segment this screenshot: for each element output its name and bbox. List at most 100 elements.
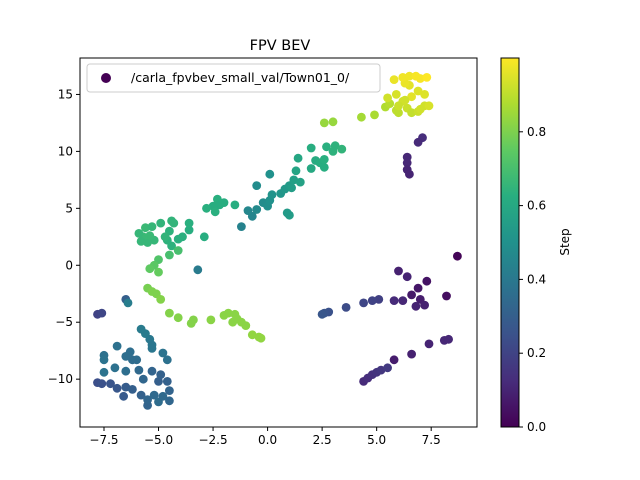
data-point bbox=[402, 272, 412, 282]
x-tick-label: 5.0 bbox=[367, 433, 386, 447]
data-point bbox=[147, 222, 157, 232]
data-point bbox=[444, 334, 453, 344]
data-point bbox=[143, 395, 153, 405]
data-point bbox=[145, 231, 155, 241]
data-point bbox=[376, 365, 386, 375]
data-point bbox=[420, 300, 429, 310]
colorbar: 0.0 0.2 0.4 0.6 0.8 Step bbox=[500, 57, 572, 434]
data-point bbox=[112, 341, 122, 351]
data-point bbox=[160, 232, 170, 242]
data-point bbox=[123, 298, 133, 308]
data-point bbox=[391, 90, 401, 99]
data-point bbox=[125, 347, 135, 357]
data-point bbox=[407, 108, 416, 118]
data-point bbox=[319, 118, 329, 128]
data-point bbox=[319, 162, 329, 172]
data-point bbox=[402, 158, 412, 168]
data-point bbox=[453, 251, 462, 261]
data-point bbox=[317, 309, 327, 319]
y-tick-label: 15 bbox=[58, 87, 73, 101]
data-point bbox=[147, 344, 157, 353]
data-point bbox=[442, 291, 451, 301]
colorbar-tick-label: 0.2 bbox=[527, 346, 546, 360]
data-point bbox=[112, 383, 122, 393]
chart-title: FPV BEV bbox=[250, 38, 311, 54]
data-point bbox=[110, 363, 120, 373]
data-point bbox=[206, 315, 216, 325]
data-point bbox=[173, 313, 183, 323]
data-point bbox=[165, 396, 174, 406]
data-point bbox=[136, 237, 146, 246]
colorbar-frame bbox=[500, 57, 520, 428]
data-point bbox=[405, 71, 414, 81]
legend: /carla_fpvbev_small_val/Town01_0/ bbox=[86, 63, 381, 93]
plot-area-frame bbox=[79, 57, 478, 428]
data-point bbox=[154, 377, 163, 386]
data-point bbox=[156, 295, 166, 304]
data-point bbox=[424, 101, 434, 111]
data-point bbox=[158, 391, 168, 401]
data-point bbox=[415, 74, 425, 83]
data-point bbox=[167, 216, 177, 226]
data-point bbox=[237, 222, 246, 232]
y-tick-label: −10 bbox=[48, 372, 73, 386]
data-point bbox=[243, 206, 253, 216]
data-point bbox=[252, 205, 262, 214]
data-point bbox=[267, 190, 277, 200]
colorbar-tick-label: 0.4 bbox=[527, 272, 546, 286]
legend-marker bbox=[101, 73, 111, 83]
data-point bbox=[337, 144, 347, 154]
data-point bbox=[106, 379, 115, 389]
x-tick-label: 0.0 bbox=[258, 433, 277, 447]
data-point bbox=[149, 390, 159, 400]
colorbar-label: Step bbox=[558, 228, 572, 255]
data-point bbox=[136, 390, 146, 400]
data-point bbox=[374, 295, 384, 304]
legend-entry-label: /carla_fpvbev_small_val/Town01_0/ bbox=[131, 70, 350, 85]
data-point bbox=[241, 321, 251, 330]
data-point bbox=[389, 75, 399, 84]
data-point bbox=[158, 348, 168, 358]
y-axis-ticks: −10 −5 0 5 10 15 bbox=[48, 87, 80, 386]
colorbar-tick-label: 0.8 bbox=[527, 125, 546, 139]
data-point bbox=[134, 229, 144, 238]
data-point bbox=[210, 207, 220, 217]
data-point bbox=[398, 73, 408, 82]
data-point bbox=[357, 112, 366, 122]
data-point bbox=[341, 303, 351, 312]
data-point bbox=[119, 391, 128, 401]
data-point bbox=[138, 374, 148, 384]
x-tick-label: 2.5 bbox=[313, 433, 332, 447]
data-point bbox=[295, 177, 305, 187]
data-point bbox=[398, 296, 408, 305]
data-point bbox=[156, 370, 166, 379]
data-point bbox=[145, 264, 155, 274]
data-point bbox=[306, 164, 316, 173]
data-point bbox=[407, 349, 416, 359]
data-point bbox=[215, 200, 225, 210]
x-tick-label: −2.5 bbox=[198, 433, 227, 447]
data-point bbox=[127, 385, 137, 394]
data-point bbox=[173, 246, 183, 255]
colorbar-ticks: 0.0 0.2 0.4 0.6 0.8 bbox=[519, 125, 546, 434]
data-point bbox=[319, 155, 329, 164]
data-point bbox=[156, 218, 166, 228]
data-point bbox=[121, 382, 131, 392]
data-point bbox=[165, 308, 174, 318]
data-point bbox=[394, 108, 403, 118]
y-tick-label: 5 bbox=[65, 201, 73, 215]
data-point bbox=[422, 73, 432, 82]
data-point bbox=[265, 169, 275, 179]
data-point bbox=[413, 86, 423, 96]
y-tick-label: 0 bbox=[65, 258, 73, 272]
data-point bbox=[370, 110, 379, 120]
data-point bbox=[389, 296, 399, 305]
y-tick-label: 10 bbox=[58, 144, 73, 158]
data-point bbox=[121, 366, 131, 376]
data-point bbox=[383, 363, 392, 373]
x-tick-label: −7.5 bbox=[89, 433, 118, 447]
colorbar-tick-label: 0.0 bbox=[527, 420, 546, 434]
data-point bbox=[162, 377, 172, 386]
data-point bbox=[293, 153, 303, 163]
